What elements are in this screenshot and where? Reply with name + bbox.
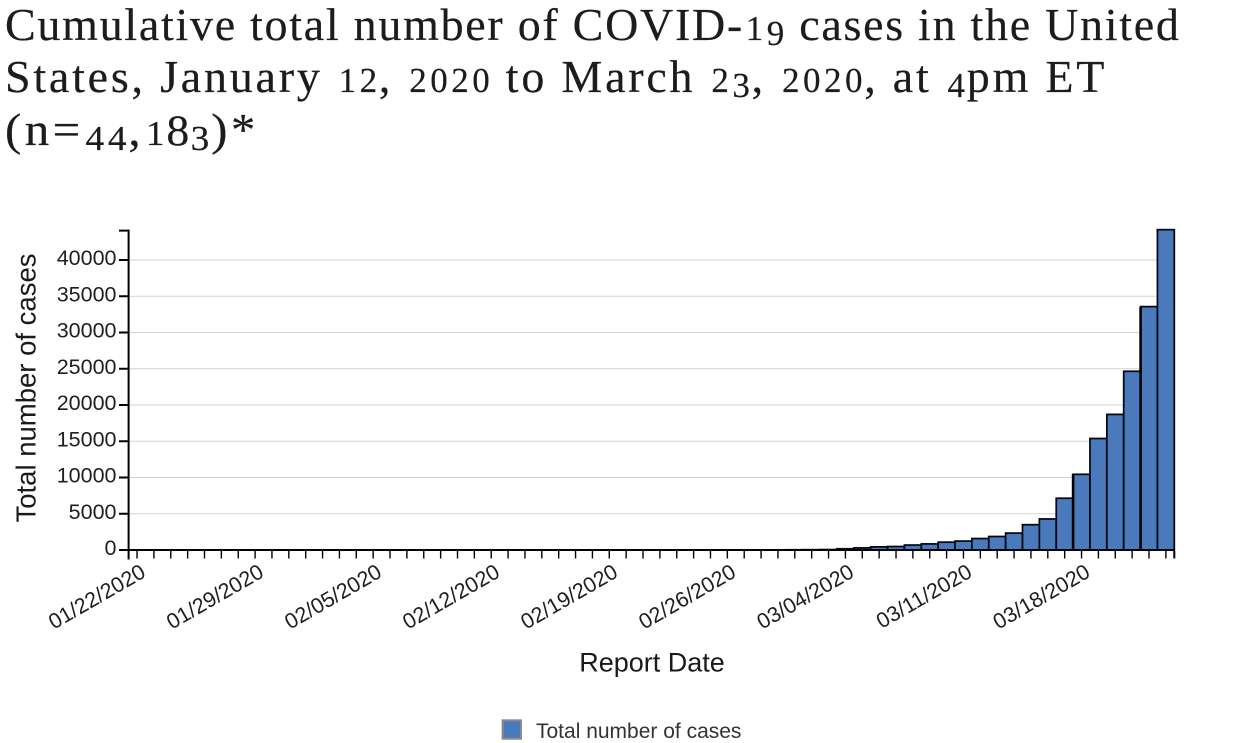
svg-text:Total number of cases: Total number of cases bbox=[11, 253, 42, 522]
svg-text:03/04/2020: 03/04/2020 bbox=[753, 560, 858, 635]
svg-text:03/11/2020: 03/11/2020 bbox=[872, 560, 976, 634]
svg-text:20000: 20000 bbox=[57, 391, 117, 415]
svg-text:03/18/2020: 03/18/2020 bbox=[989, 560, 1094, 635]
svg-text:02/05/2020: 02/05/2020 bbox=[280, 560, 385, 635]
svg-text:02/26/2020: 02/26/2020 bbox=[635, 560, 740, 635]
svg-text:01/22/2020: 01/22/2020 bbox=[44, 560, 149, 635]
svg-text:10000: 10000 bbox=[57, 464, 117, 488]
svg-text:25000: 25000 bbox=[57, 355, 117, 379]
svg-text:02/12/2020: 02/12/2020 bbox=[399, 560, 504, 635]
svg-text:0: 0 bbox=[105, 536, 117, 560]
svg-text:30000: 30000 bbox=[57, 319, 117, 343]
svg-text:Report Date: Report Date bbox=[579, 648, 725, 678]
svg-text:Total number of cases: Total number of cases bbox=[536, 720, 741, 743]
svg-text:40000: 40000 bbox=[57, 246, 117, 270]
svg-text:5000: 5000 bbox=[69, 500, 117, 524]
svg-text:35000: 35000 bbox=[57, 282, 117, 306]
svg-text:01/29/2020: 01/29/2020 bbox=[162, 560, 267, 635]
svg-text:02/19/2020: 02/19/2020 bbox=[517, 560, 622, 635]
svg-text:15000: 15000 bbox=[57, 427, 117, 451]
